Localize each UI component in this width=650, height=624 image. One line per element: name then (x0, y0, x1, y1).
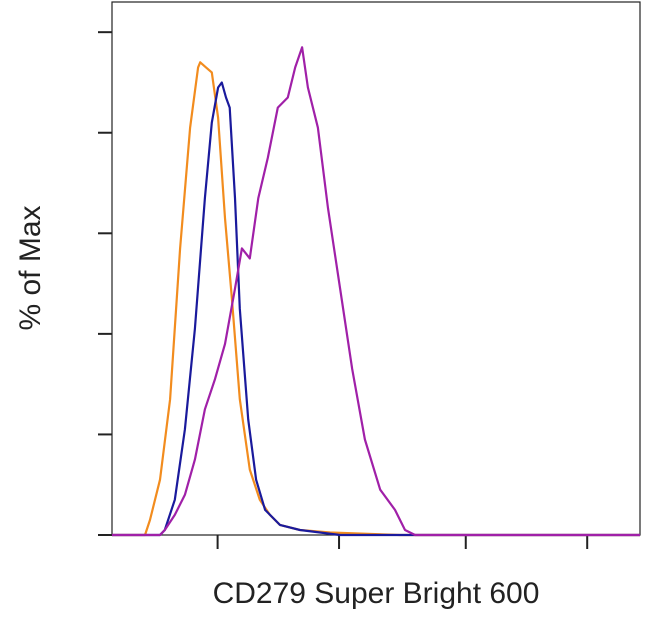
x-axis-label: CD279 Super Bright 600 (213, 577, 540, 610)
series-line (112, 46, 640, 537)
series-line (112, 61, 640, 537)
y-axis-label: % of Max (14, 205, 47, 330)
plot-frame (111, 1, 641, 536)
series-line (112, 81, 640, 537)
